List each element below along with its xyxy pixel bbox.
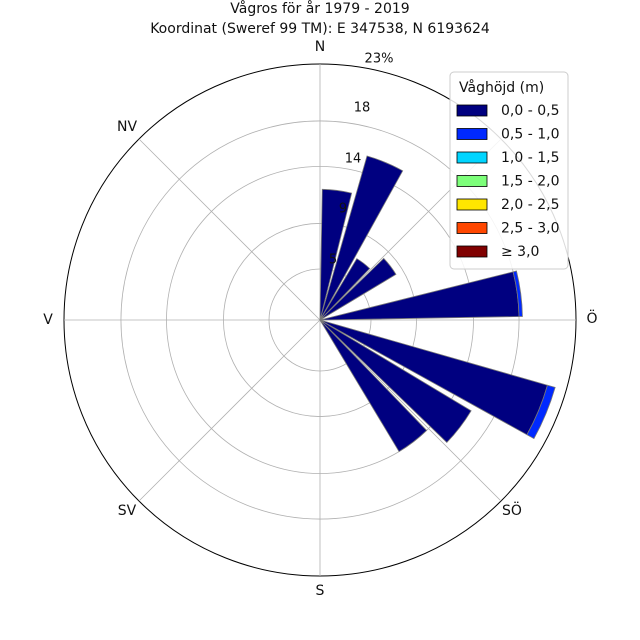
legend-label: 0,0 - 0,5: [501, 103, 559, 119]
sector-bar-6-bin-0: [319, 319, 472, 444]
legend-label: 2,0 - 2,5: [501, 197, 559, 213]
sector-bar-2-bin-0: [319, 258, 371, 321]
legend-label: 0,5 - 1,0: [501, 127, 559, 143]
legend-swatch: [456, 245, 488, 258]
sector-bar-1-bin-0: [319, 155, 404, 321]
direction-label-sö: SÖ: [502, 501, 522, 519]
legend-swatch: [456, 104, 488, 117]
sector-bar-4-bin-1: [512, 270, 523, 317]
legend-label: ≥ 3,0: [501, 244, 539, 260]
direction-label-sv: SV: [118, 503, 137, 519]
grid-spoke: [138, 138, 321, 321]
direction-label-s: S: [316, 583, 325, 599]
radial-tick-label: 9: [339, 202, 347, 217]
radial-tick-label: 5: [329, 253, 337, 268]
sector-bar-5-bin-1: [526, 384, 556, 440]
radial-tick-labels: 5 9 14 18 23%: [329, 52, 394, 268]
legend-label: 2,5 - 3,0: [501, 221, 559, 237]
legend-label: 1,5 - 2,0: [501, 174, 559, 190]
polar-grid: [63, 63, 577, 577]
legend-swatch: [456, 175, 488, 187]
legend-swatch: [456, 128, 488, 140]
legend: Våghöjd (m) 0,0 - 0,5 0,5 - 1,0 1,0 - 1,5 1,…: [449, 71, 569, 270]
radial-tick-label: 14: [345, 152, 362, 167]
direction-label-ö: Ö: [586, 309, 597, 327]
radial-tick-label: 23%: [365, 52, 394, 67]
direction-label-nv: NV: [117, 119, 137, 135]
sector-bar-7-bin-0: [319, 319, 428, 453]
chart-title: Vågros för år 1979 - 2019: [230, 0, 409, 17]
direction-labels: N NV V SV S SÖ Ö: [43, 39, 597, 599]
sector-bar-3-bin-0: [319, 257, 397, 321]
radial-tick-label: 18: [354, 101, 371, 116]
legend-swatch: [456, 198, 488, 211]
legend-box: [449, 71, 569, 270]
legend-swatch: [456, 222, 488, 234]
grid-spoke: [319, 319, 502, 502]
direction-label-v: V: [43, 312, 53, 328]
grid-spoke: [138, 319, 321, 502]
sector-bars: [319, 155, 556, 453]
legend-label: 1,0 - 1,5: [501, 150, 559, 166]
sector-bar-0-bin-0: [319, 188, 353, 321]
legend-swatch: [456, 151, 488, 164]
chart-subtitle: Koordinat (Sweref 99 TM): E 347538, N 61…: [150, 21, 490, 37]
legend-title: Våghöjd (m): [459, 79, 544, 96]
direction-label-n: N: [315, 39, 325, 55]
